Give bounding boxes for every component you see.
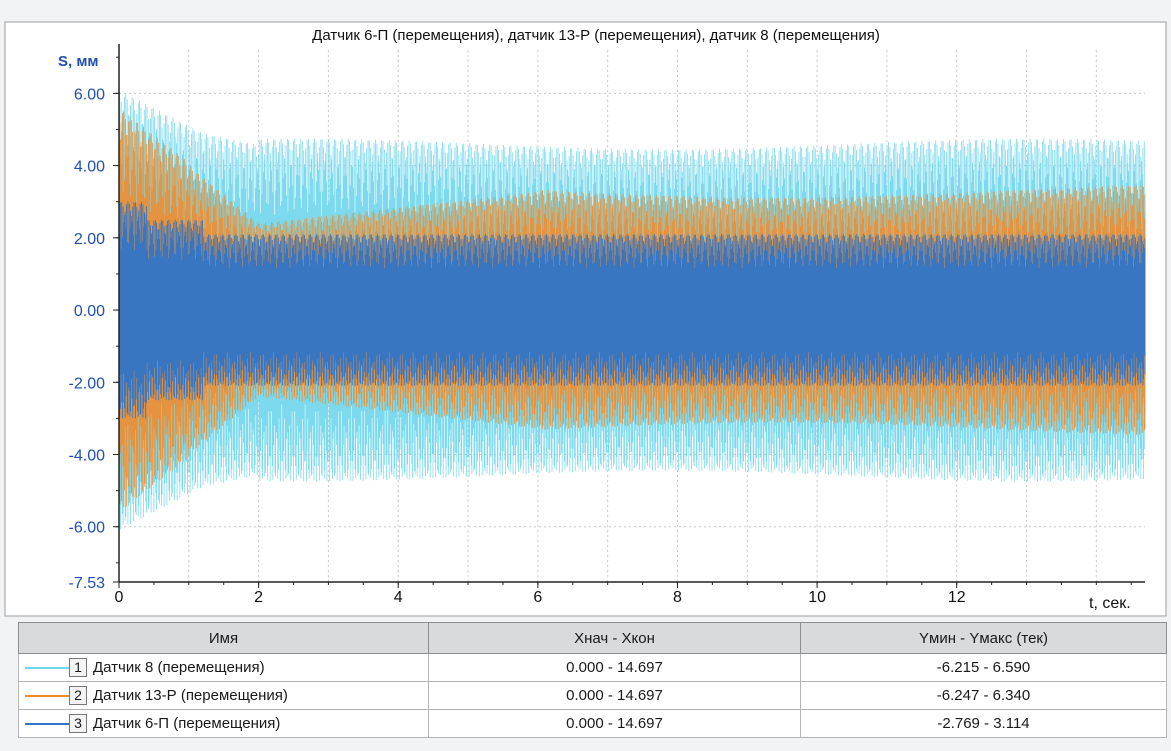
legend-y-range: -6.215 - 6.590 [800,653,1167,682]
legend-row[interactable]: 3 Датчик 6-П (перемещения) 0.000 - 14.69… [18,709,1167,738]
series-number-badge: 2 [69,686,87,705]
legend-row[interactable]: 1 Датчик 8 (перемещения) 0.000 - 14.697 … [18,653,1167,682]
y-tick-label: -4.00 [69,448,106,465]
x-tick-label: 0 [115,589,124,606]
x-tick-label: 2 [254,589,263,606]
x-tick-label: 10 [808,589,826,606]
series-color-swatch [25,722,69,725]
legend-header-row: Имя Хнач - Хкон Yмин - Yмакс (тек) [18,622,1167,654]
column-header-y-range[interactable]: Yмин - Yмакс (тек) [800,622,1167,654]
legend-x-range: 0.000 - 14.697 [428,653,801,682]
y-tick-label: -2.00 [69,375,106,392]
legend-name-cell: 3 Датчик 6-П (перемещения) [18,709,429,738]
y-tick-label: 0.00 [74,303,105,320]
legend-name-cell: 1 Датчик 8 (перемещения) [18,653,429,682]
series-number-badge: 1 [69,658,87,677]
column-header-x-range[interactable]: Хнач - Хкон [428,622,801,654]
y-tick-label: 4.00 [74,159,105,176]
legend-name-cell: 2 Датчик 13-Р (перемещения) [18,681,429,710]
x-tick-label: 12 [948,589,966,606]
y-tick-label: 2.00 [74,231,105,248]
series-name: Датчик 13-Р (перемещения) [93,687,288,704]
x-axis-label: t, сек. [1089,595,1131,612]
series-color-swatch [25,666,69,669]
legend-y-range: -2.769 - 3.114 [800,709,1167,738]
x-tick-label: 4 [394,589,403,606]
chart-title: Датчик 6-П (перемещения), датчик 13-Р (п… [312,27,880,44]
legend-x-range: 0.000 - 14.697 [428,709,801,738]
legend-row[interactable]: 2 Датчик 13-Р (перемещения) 0.000 - 14.6… [18,681,1167,710]
x-tick-label: 8 [673,589,682,606]
series-color-swatch [25,694,69,697]
y-tick-label: 6.00 [74,86,105,103]
series-name: Датчик 8 (перемещения) [93,659,265,676]
series-number-badge: 3 [69,714,87,733]
series-name: Датчик 6-П (перемещения) [93,715,281,732]
y-tick-label: -7.53 [69,575,106,592]
line-chart: Датчик 6-П (перемещения), датчик 13-Р (п… [4,21,1167,617]
series-legend-table: Имя Хнач - Хкон Yмин - Yмакс (тек) 1 Дат… [18,622,1167,738]
column-header-name[interactable]: Имя [18,622,429,654]
legend-x-range: 0.000 - 14.697 [428,681,801,710]
y-axis-label: S, мм [58,53,99,70]
legend-y-range: -6.247 - 6.340 [800,681,1167,710]
y-tick-label: -6.00 [69,520,106,537]
axes: 6.00 4.00 2.00 0.00 -2.00 -4.00 -6.00 -7.53 0 2 4 6… [69,44,1145,606]
x-tick-label: 6 [533,589,542,606]
